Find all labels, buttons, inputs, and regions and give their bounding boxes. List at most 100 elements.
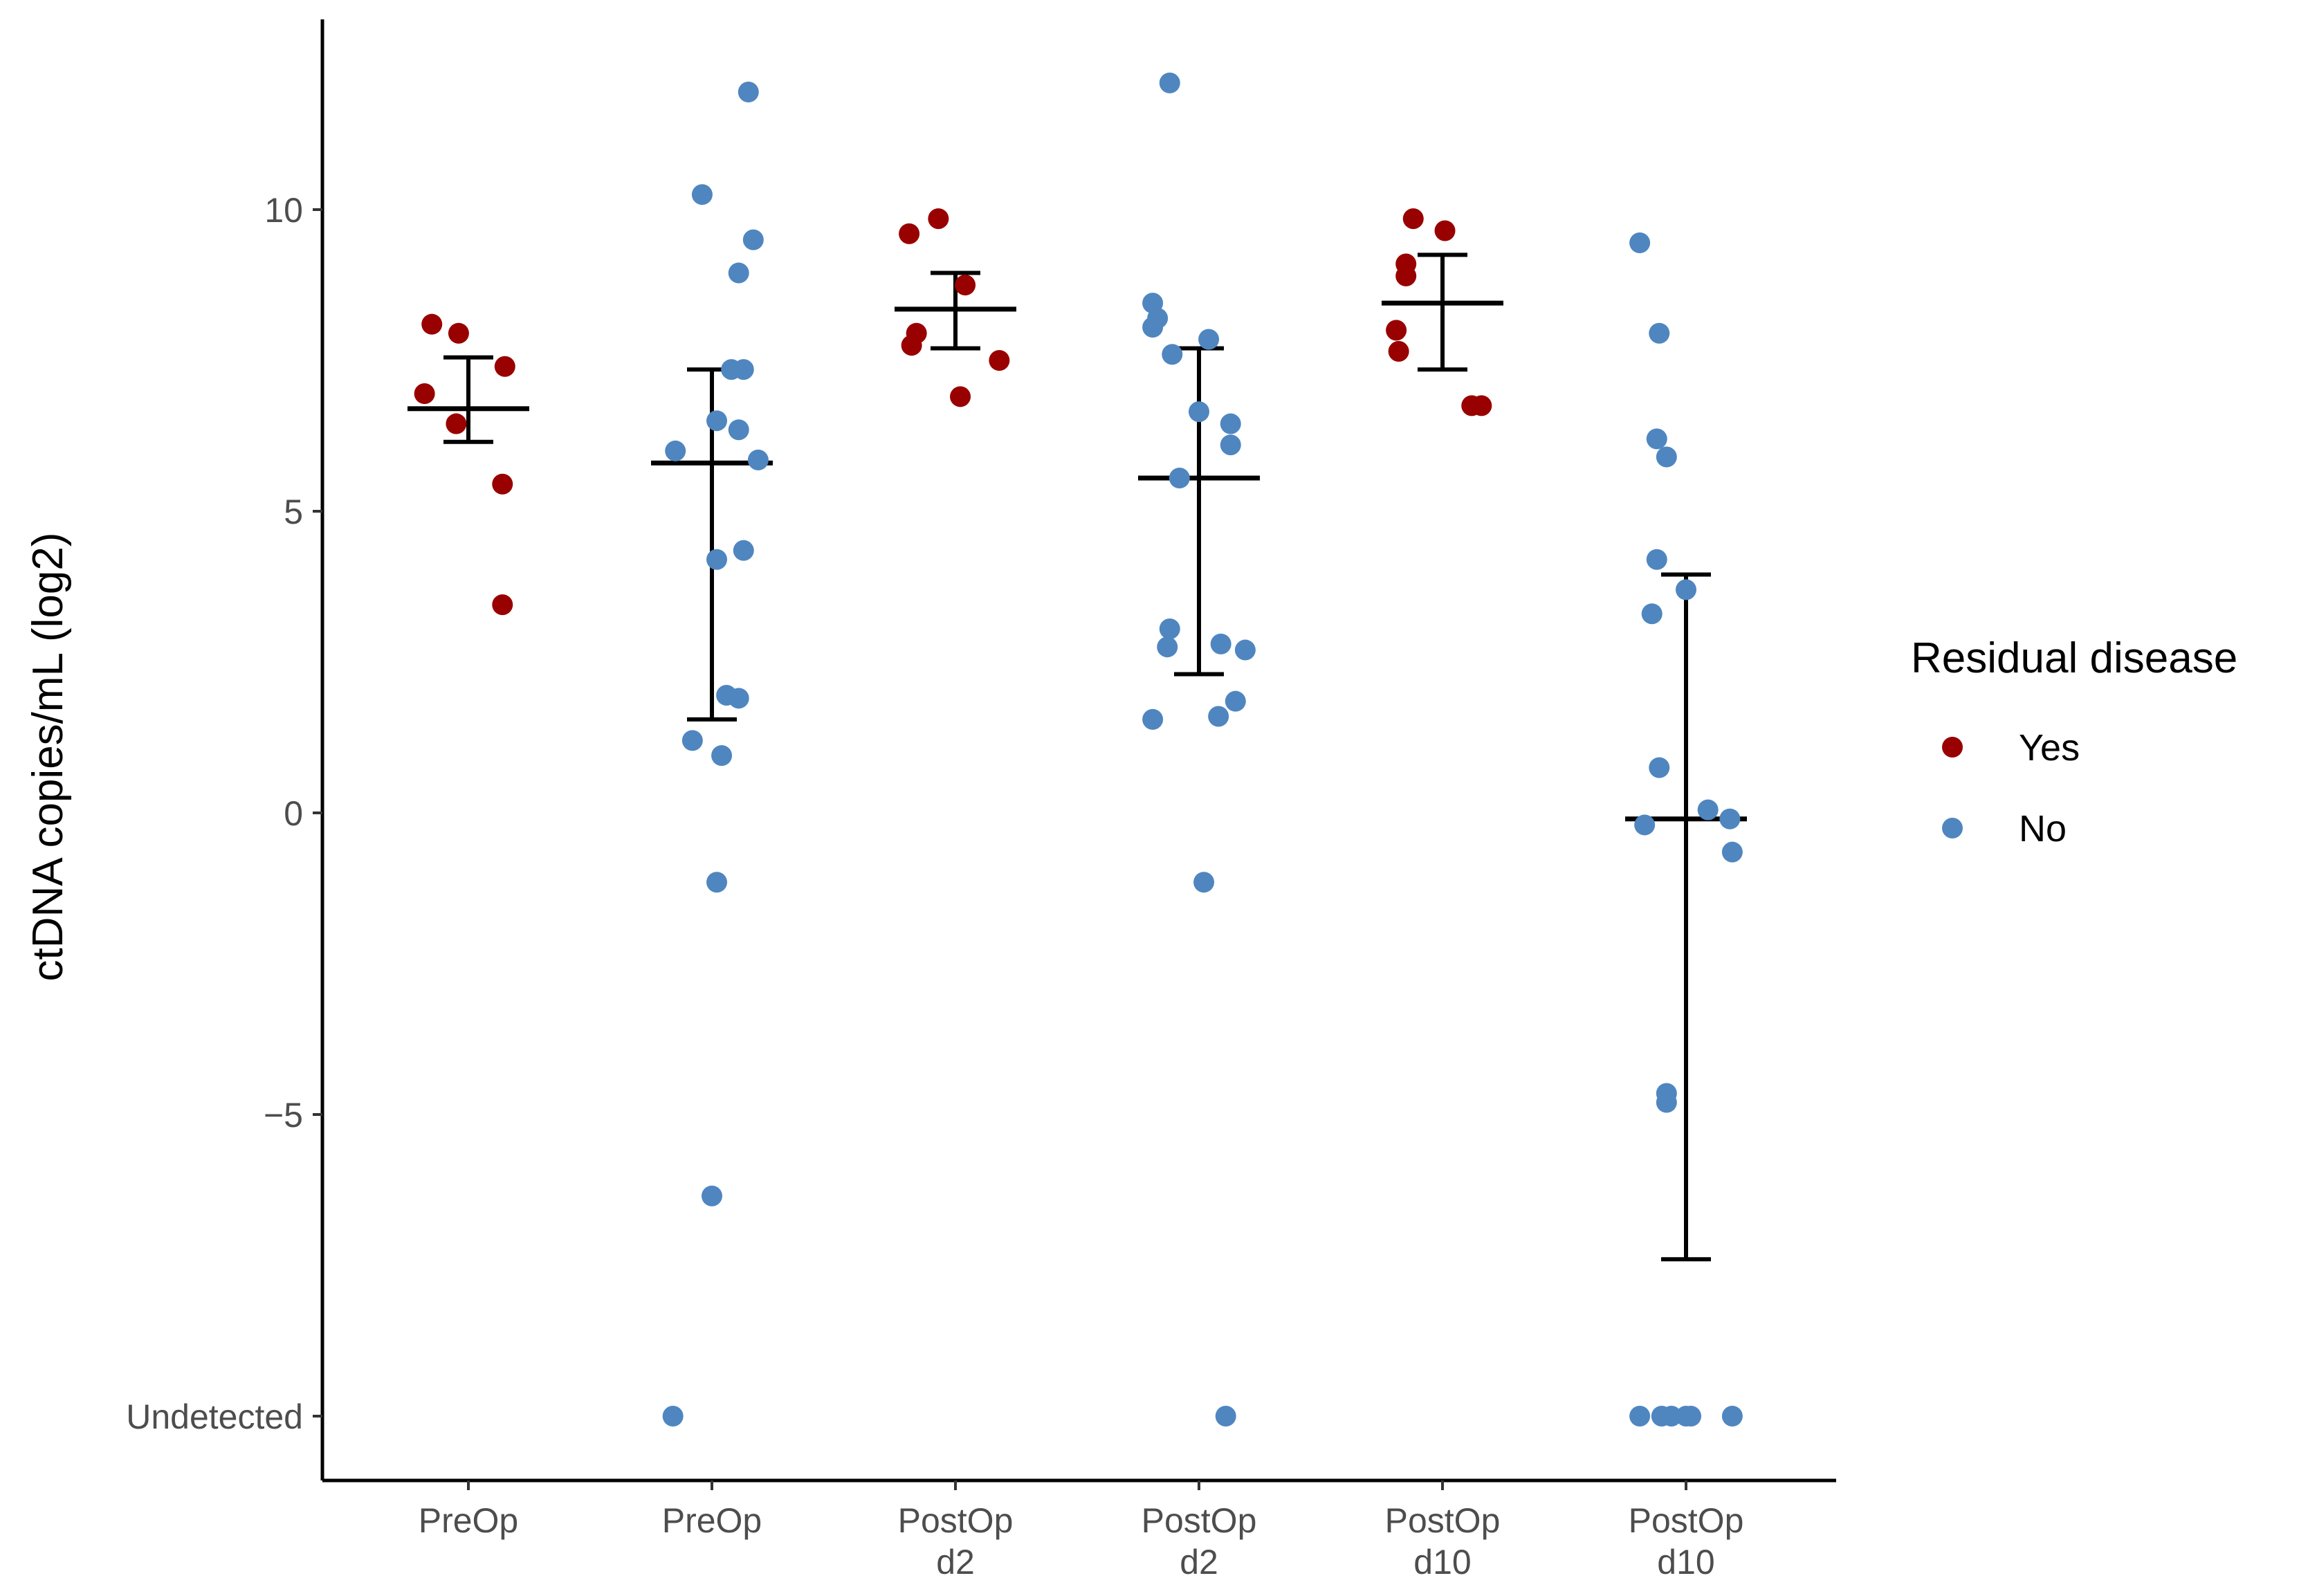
data-point-no	[1159, 72, 1180, 93]
data-point-no	[721, 359, 742, 380]
y-tick-label: Undetected	[126, 1397, 303, 1436]
data-point-no	[1220, 413, 1241, 434]
data-point-no	[1220, 434, 1241, 456]
data-point-yes	[1402, 208, 1424, 230]
data-point-yes	[492, 473, 513, 495]
y-axis-title: ctDNA copies/mL (log2)	[24, 533, 72, 982]
data-point-yes	[950, 386, 971, 407]
data-point-no	[1697, 799, 1719, 820]
summary-layer	[407, 253, 1747, 1262]
data-point-yes	[494, 356, 515, 377]
data-point-yes	[1434, 220, 1456, 241]
data-point-no	[747, 449, 769, 470]
data-point-no	[1215, 1406, 1236, 1427]
data-point-no	[711, 745, 733, 767]
x-tick-label-line: d10	[1657, 1543, 1714, 1581]
data-point-no	[702, 1185, 722, 1207]
data-point-no	[728, 688, 749, 709]
data-point-no	[1142, 708, 1164, 730]
data-point-no	[1646, 428, 1667, 450]
data-point-yes	[421, 313, 443, 335]
y-tick-label: −5	[264, 1096, 303, 1135]
x-tick-label: PreOp	[662, 1501, 762, 1540]
data-point-yes	[446, 413, 467, 434]
data-point-no	[1649, 322, 1670, 344]
data-point-no	[1646, 549, 1667, 570]
data-point-no	[728, 419, 749, 441]
data-point-yes	[1386, 320, 1407, 341]
data-point-no	[662, 1406, 684, 1427]
x-tick-label-line: d2	[1180, 1543, 1218, 1581]
y-tick-label: 10	[264, 191, 303, 230]
legend-label-no: No	[2019, 808, 2067, 850]
x-tick-label-line: PostOp	[1629, 1501, 1744, 1540]
data-point-no	[1719, 808, 1741, 829]
y-tick-label: 5	[284, 493, 303, 531]
data-point-no	[706, 549, 728, 570]
data-point-no	[665, 440, 686, 461]
data-point-no	[1656, 446, 1677, 468]
data-point-no	[1189, 401, 1209, 423]
data-point-no	[1629, 232, 1651, 253]
x-tick-label-line: PostOp	[1385, 1501, 1501, 1540]
data-point-no	[1629, 1406, 1651, 1427]
x-tick-label-line: d10	[1413, 1543, 1471, 1581]
data-point-no	[681, 730, 703, 751]
data-point-no	[1634, 814, 1656, 836]
x-tick-label-line: d2	[936, 1543, 975, 1581]
x-tick-label-line: PreOp	[419, 1501, 519, 1540]
data-point-no	[706, 410, 728, 432]
x-tick-label-line: PostOp	[898, 1501, 1014, 1540]
data-point-no	[1641, 603, 1663, 625]
data-point-no	[1721, 1406, 1743, 1427]
data-point-no	[1142, 317, 1164, 338]
data-point-no	[1198, 329, 1220, 350]
data-point-yes	[1388, 340, 1409, 362]
data-point-yes	[492, 594, 513, 616]
legend-title: Residual disease	[1911, 634, 2237, 682]
data-point-no	[742, 229, 764, 250]
data-point-yes	[899, 223, 920, 244]
x-tick-label: PostOp d2	[1142, 1501, 1257, 1581]
y-tick-label: 0	[284, 794, 303, 833]
data-point-no	[733, 540, 754, 561]
data-point-no	[1162, 344, 1183, 365]
data-point-yes	[928, 208, 949, 230]
data-point-no	[1169, 468, 1190, 489]
data-point-no	[1210, 633, 1231, 654]
legend: Residual disease Yes No	[1911, 634, 2237, 850]
x-tick-label: PostOp d2	[898, 1501, 1014, 1581]
points-layer	[414, 72, 1743, 1427]
data-point-no	[1159, 618, 1180, 640]
legend-key-yes	[1942, 737, 1963, 758]
data-point-no	[706, 872, 728, 893]
x-tick-label: PreOp	[419, 1501, 519, 1540]
data-point-no	[1225, 690, 1246, 712]
x-tick-label-line: PostOp	[1142, 1501, 1257, 1540]
legend-key-no	[1942, 818, 1963, 838]
data-point-yes	[1395, 265, 1417, 286]
data-point-yes	[901, 335, 922, 356]
x-tick-label-line: PreOp	[662, 1501, 762, 1540]
data-point-no	[1193, 872, 1215, 893]
data-point-no	[1680, 1406, 1702, 1427]
data-point-yes	[448, 322, 469, 344]
x-tick-label: PostOp d10	[1629, 1501, 1744, 1581]
data-point-yes	[955, 275, 976, 295]
data-point-yes	[1471, 395, 1492, 416]
data-point-no	[1649, 757, 1670, 778]
data-point-no	[1660, 1406, 1682, 1427]
data-point-no	[728, 262, 749, 284]
data-point-no	[1157, 636, 1178, 658]
data-point-no	[1234, 639, 1256, 661]
data-point-no	[1676, 579, 1696, 600]
x-tick-label: PostOp d10	[1385, 1501, 1501, 1581]
data-point-no	[1721, 841, 1743, 863]
legend-label-yes: Yes	[2019, 727, 2080, 769]
data-point-no	[1656, 1092, 1677, 1113]
data-point-yes	[414, 383, 435, 404]
data-point-yes	[989, 350, 1010, 371]
